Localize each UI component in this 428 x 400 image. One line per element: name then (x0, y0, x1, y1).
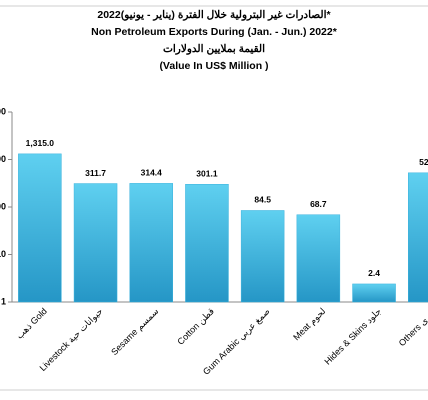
value-label: 84.5 (254, 195, 271, 205)
value-label: 524.5 (419, 157, 428, 167)
y-tick-label: 10 (0, 249, 6, 259)
chart-border (0, 5, 428, 391)
value-label: 314.4 (141, 168, 163, 178)
chart-subtitle-ar: القيمة بملايين الدولارات (163, 43, 265, 55)
y-tick-label: 100 (0, 201, 6, 211)
x-tick-label: Sesame سمسم (109, 306, 161, 358)
value-label: 1,315.0 (26, 138, 55, 148)
x-tick-label: ذهب Gold (14, 306, 49, 341)
bar (296, 214, 341, 303)
x-tick-label: Meat لحوم (291, 306, 328, 343)
value-label: 2.4 (368, 268, 380, 278)
chart-subtitle: (Value In US$ Million ) (159, 60, 268, 72)
bar (73, 183, 118, 303)
bar (18, 153, 62, 303)
bar (129, 183, 173, 303)
chart-title: Non Petroleum Exports During (Jan. - Jun… (91, 26, 338, 38)
bar (185, 184, 229, 303)
value-label: 301.1 (196, 169, 218, 179)
x-tick-label: Hides & Skins جلود (323, 306, 384, 367)
x-tick-label: Livestock حيوانات حية (38, 306, 106, 374)
chart-title-ar: الصادرات غير البترولية خلال الفترة (يناي… (97, 9, 331, 21)
bar (240, 210, 285, 303)
value-label: 311.7 (85, 168, 106, 178)
bar (352, 283, 396, 303)
y-tick-label: 1 (1, 296, 6, 306)
bar (408, 172, 428, 303)
x-tick-label: Others أخرى (395, 305, 428, 349)
x-tick-label: Cotton قطن (175, 306, 216, 347)
value-label: 68.7 (310, 199, 327, 209)
